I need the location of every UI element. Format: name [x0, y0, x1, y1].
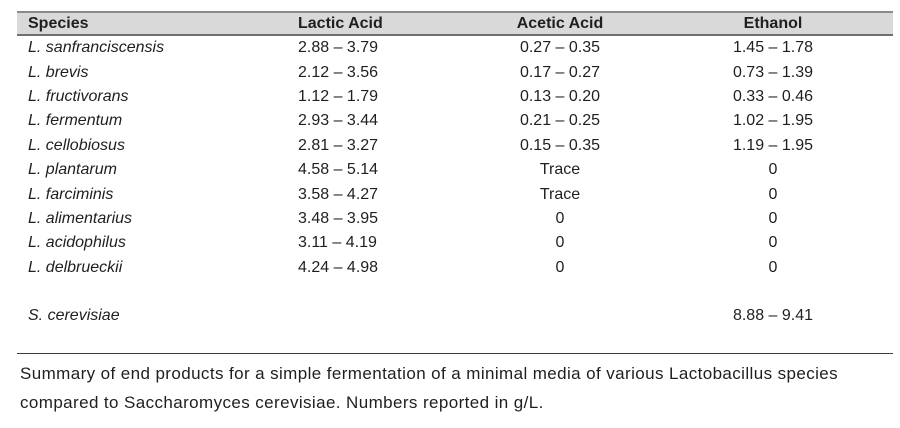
cell-ethanol: 0 [768, 161, 778, 179]
cell-lactic-acid: 4.24 – 4.98 [298, 258, 379, 276]
cell-species: L. delbrueckii [28, 258, 123, 276]
cell-ethanol: 0.33 – 0.46 [732, 87, 814, 105]
cell-lactic-acid: 2.93 – 3.44 [298, 112, 379, 130]
cell-species: S. cerevisiae [28, 307, 120, 325]
table-row: L. alimentarius 3.48 – 3.95 0 0 [17, 207, 893, 231]
table-row: L. delbrueckii 4.24 – 4.98 0 0 [17, 256, 893, 280]
cell-ethanol: 8.88 – 9.41 [732, 307, 814, 325]
cell-lactic-acid: 2.12 – 3.56 [298, 63, 379, 81]
cell-species: L. fructivorans [28, 87, 129, 105]
cell-lactic-acid: 2.88 – 3.79 [298, 39, 379, 57]
cell-species: L. brevis [28, 63, 89, 81]
cell-ethanol: 1.02 – 1.95 [732, 112, 814, 130]
table-caption: Summary of end products for a simple fer… [20, 359, 886, 417]
caption-line-2: compared to Saccharomyces cerevisiae. Nu… [20, 393, 544, 412]
table-row-blank [17, 329, 893, 353]
table-header-row: Species Lactic Acid Acetic Acid Ethanol [17, 13, 893, 36]
table-row: L. plantarum 4.58 – 5.14 Trace 0 [17, 158, 893, 182]
column-header-species: Species [28, 14, 89, 32]
cell-lactic-acid: 3.58 – 4.27 [298, 185, 379, 203]
cell-lactic-acid: 1.12 – 1.79 [298, 87, 379, 105]
cell-species: L. sanfranciscensis [28, 39, 165, 57]
cell-species: L. alimentarius [28, 209, 133, 227]
caption-line-1: Summary of end products for a simple fer… [20, 364, 839, 383]
cell-ethanol: 0.73 – 1.39 [732, 63, 814, 81]
cell-ethanol: 0 [768, 234, 778, 252]
cell-ethanol: 1.19 – 1.95 [732, 136, 814, 154]
table-row-blank [17, 280, 893, 304]
table-row: L. brevis 2.12 – 3.56 0.17 – 0.27 0.73 –… [17, 60, 893, 84]
cell-acetic-acid: 0 [555, 209, 565, 227]
cell-species: L. farciminis [28, 185, 114, 203]
fermentation-end-products-table: Species Lactic Acid Acetic Acid Ethanol … [17, 11, 893, 355]
cell-species: L. acidophilus [28, 234, 126, 252]
table-row: L. acidophilus 3.11 – 4.19 0 0 [17, 231, 893, 255]
cell-species: L. plantarum [28, 161, 117, 179]
table-row: L. fermentum 2.93 – 3.44 0.21 – 0.25 1.0… [17, 109, 893, 133]
cell-ethanol: 0 [768, 185, 778, 203]
cell-acetic-acid: 0.15 – 0.35 [519, 136, 601, 154]
cell-species: L. fermentum [28, 112, 123, 130]
cell-ethanol: 1.45 – 1.78 [732, 39, 814, 57]
cell-acetic-acid: 0.13 – 0.20 [519, 87, 601, 105]
cell-ethanol: 0 [768, 258, 778, 276]
cell-acetic-acid: 0 [555, 258, 565, 276]
cell-lactic-acid: 4.58 – 5.14 [298, 161, 379, 179]
table-row: L. fructivorans 1.12 – 1.79 0.13 – 0.20 … [17, 85, 893, 109]
column-header-ethanol: Ethanol [743, 14, 803, 32]
cell-acetic-acid: Trace [539, 185, 581, 203]
cell-acetic-acid: 0 [555, 234, 565, 252]
cell-ethanol: 0 [768, 209, 778, 227]
cell-acetic-acid: 0.27 – 0.35 [519, 39, 601, 57]
table-row: L. cellobiosus 2.81 – 3.27 0.15 – 0.35 1… [17, 134, 893, 158]
table-row: L. farciminis 3.58 – 4.27 Trace 0 [17, 182, 893, 206]
cell-acetic-acid: 0.21 – 0.25 [519, 112, 601, 130]
table-row: L. sanfranciscensis 2.88 – 3.79 0.27 – 0… [17, 36, 893, 60]
cell-acetic-acid: 0.17 – 0.27 [519, 63, 601, 81]
cell-species: L. cellobiosus [28, 136, 125, 154]
table-row: S. cerevisiae 8.88 – 9.41 [17, 304, 893, 328]
cell-lactic-acid: 3.48 – 3.95 [298, 209, 379, 227]
cell-acetic-acid: Trace [539, 161, 581, 179]
column-header-acetic-acid: Acetic Acid [516, 14, 604, 32]
cell-lactic-acid: 2.81 – 3.27 [298, 136, 379, 154]
cell-lactic-acid: 3.11 – 4.19 [298, 234, 377, 252]
column-header-lactic-acid: Lactic Acid [298, 14, 383, 32]
